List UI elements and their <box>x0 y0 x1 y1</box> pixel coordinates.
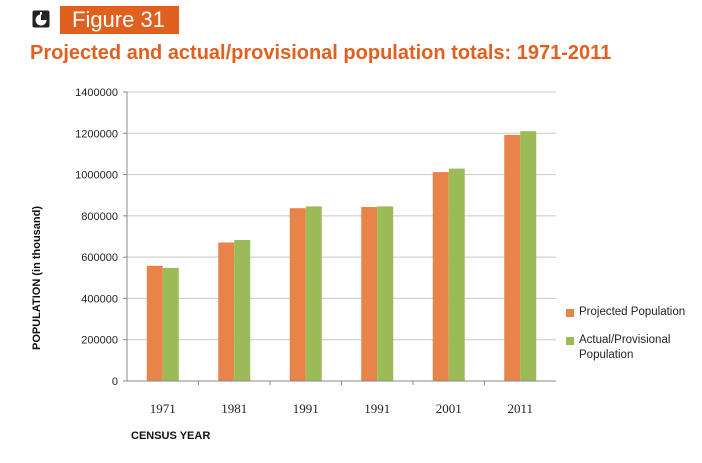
bar-projected <box>289 208 306 381</box>
x-tick-label: 1971 <box>150 401 176 416</box>
legend-item-projected: Projected Population <box>566 305 696 320</box>
gridlines <box>127 91 556 341</box>
x-tick-label: 2001 <box>436 401 462 416</box>
bar-actual <box>305 206 322 381</box>
y-tick-label: 1200000 <box>75 128 118 140</box>
chart-title: Projected and actual/provisional populat… <box>30 42 612 64</box>
legend-swatch-actual <box>566 337 574 345</box>
figure-label: Figure 31 <box>60 6 179 34</box>
x-tick-label: 1981 <box>221 401 247 416</box>
bar-actual <box>520 131 537 381</box>
bar-actual <box>162 267 179 381</box>
bar-actual <box>377 206 394 381</box>
bar-projected <box>504 134 521 381</box>
y-axis-ticks: 0 200000 400000 600000 800000 1000000 1200000 1… <box>75 87 127 388</box>
legend-item-actual: Actual/Provisional Population <box>566 333 696 363</box>
y-tick-label: 1400000 <box>75 87 118 99</box>
y-tick-label: 1000000 <box>75 170 118 182</box>
bar-projected <box>218 242 235 381</box>
y-tick-label: 0 <box>112 376 118 388</box>
x-axis-ticks: 1971 1981 1991 1991 2001 2011 <box>150 381 533 416</box>
bar-projected <box>432 172 449 381</box>
bar-projected <box>146 265 163 381</box>
bar-actual <box>448 168 465 381</box>
chart-icon <box>32 10 50 28</box>
x-tick-label: 1991 <box>364 401 390 416</box>
legend-swatch-projected <box>566 309 574 317</box>
legend-label-projected: Projected Population <box>579 306 686 318</box>
y-tick-label: 800000 <box>81 211 118 223</box>
bar-actual <box>234 240 251 381</box>
x-tick-label: 2011 <box>507 401 533 416</box>
x-tick-label: 1991 <box>293 401 319 416</box>
y-tick-label: 200000 <box>81 335 118 347</box>
legend: Projected Population Actual/Provisional … <box>566 305 696 376</box>
bar-projected <box>361 206 378 381</box>
y-tick-label: 400000 <box>81 293 118 305</box>
legend-label-actual: Actual/Provisional Population <box>579 334 671 361</box>
y-axis-label: POPULATION (in thousand) <box>31 206 43 350</box>
y-tick-label: 600000 <box>81 252 118 264</box>
bars <box>146 131 537 381</box>
x-axis-label: CENSUS YEAR <box>131 430 211 442</box>
